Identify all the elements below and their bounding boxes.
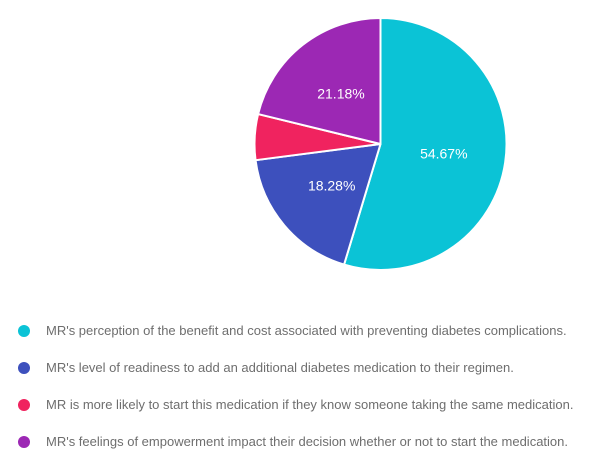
pie-slice-label: 18.28% bbox=[308, 177, 355, 193]
pie-slice-1[interactable] bbox=[254, 143, 382, 266]
legend-dot-icon bbox=[18, 361, 30, 374]
legend-item-readiness[interactable]: MR's level of readiness to add an additi… bbox=[18, 361, 573, 374]
legend-dot-icon bbox=[18, 398, 30, 411]
pie-slice-3[interactable] bbox=[257, 17, 382, 145]
pie-chart: 54.67% 18.28% 21.18% bbox=[253, 17, 508, 271]
pie-slice-0[interactable] bbox=[343, 17, 508, 271]
legend-dot-icon bbox=[18, 324, 30, 337]
chart-legend: MR's perception of the benefit and cost … bbox=[18, 324, 573, 448]
pie-slice-label: 54.67% bbox=[420, 145, 467, 161]
legend-label: MR's perception of the benefit and cost … bbox=[46, 323, 567, 338]
legend-item-empowerment[interactable]: MR's feelings of empowerment impact thei… bbox=[18, 435, 573, 448]
legend-item-benefit-cost[interactable]: MR's perception of the benefit and cost … bbox=[18, 324, 573, 337]
legend-label: MR's feelings of empowerment impact thei… bbox=[46, 434, 568, 449]
legend-label: MR's level of readiness to add an additi… bbox=[46, 360, 514, 375]
pie-slice-label: 21.18% bbox=[317, 86, 364, 102]
legend-dot-icon bbox=[18, 435, 30, 448]
legend-item-know-someone[interactable]: MR is more likely to start this medicati… bbox=[18, 398, 573, 411]
legend-label: MR is more likely to start this medicati… bbox=[46, 397, 574, 412]
